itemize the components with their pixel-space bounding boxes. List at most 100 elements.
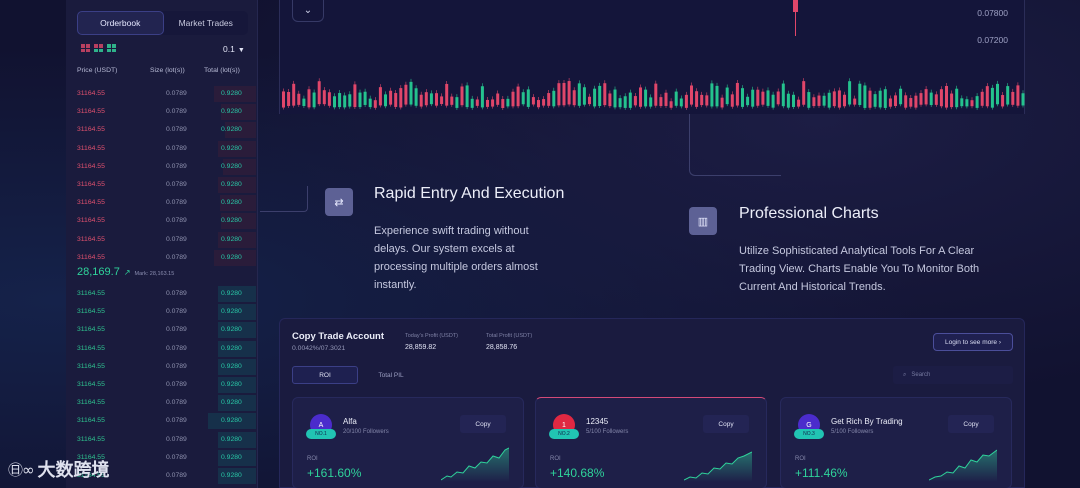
login-button[interactable]: Login to see more › xyxy=(933,333,1013,351)
sell-order-row[interactable]: 31164.55 0.0789 0.9280 xyxy=(66,103,258,121)
sell-order-row[interactable]: 31164.55 0.0789 0.9280 xyxy=(66,249,258,267)
sell-order-row[interactable]: 31164.55 0.0789 0.9280 xyxy=(66,194,258,212)
sell-order-row[interactable]: 31164.55 0.0789 0.9280 xyxy=(66,231,258,249)
order-price: 31164.55 xyxy=(77,180,105,188)
view-buy-only-icon[interactable] xyxy=(107,44,116,52)
sell-order-row[interactable]: 31164.55 0.0789 0.9280 xyxy=(66,121,258,139)
mid-price-value: 28,169.7 xyxy=(77,266,120,278)
depth-bar xyxy=(217,322,256,339)
connector-line xyxy=(260,186,308,212)
order-size: 0.0789 xyxy=(166,235,187,243)
buy-order-row[interactable]: 31164.55 0.0789 0.9280 xyxy=(66,412,258,430)
order-size: 0.0789 xyxy=(166,417,187,425)
sparkline-line xyxy=(441,447,509,481)
buy-order-row[interactable]: 31164.55 0.0789 0.9280 xyxy=(66,303,258,321)
desc-line: processing multiple orders almost xyxy=(374,261,538,273)
trader-card[interactable]: G NO.3 Get Rich By Trading 5/100 Followers C… xyxy=(780,397,1012,488)
order-size: 0.0789 xyxy=(166,90,187,97)
rank-badge: NO.2 xyxy=(549,429,579,439)
buy-order-row[interactable]: 31164.55 0.0789 0.9280 xyxy=(66,285,258,303)
desc-line: Trading View. Charts Enable You To Monit… xyxy=(739,263,980,275)
copy-trade-title: Copy Trade Account xyxy=(292,331,385,342)
total-profit-stat: Total Profit (USDT) 28,858.76 xyxy=(486,333,532,351)
feature-title-charts: Professional Charts xyxy=(739,205,879,222)
tab-orderbook[interactable]: Orderbook xyxy=(77,11,164,35)
order-size: 0.0789 xyxy=(166,362,187,370)
trader-card[interactable]: A NO.1 Alfa 20/100 Followers Copy ROI +161.60% xyxy=(292,397,524,488)
search-input[interactable]: ⌕ Search xyxy=(893,366,1013,384)
buy-order-row[interactable]: 31164.55 0.0789 0.9280 xyxy=(66,321,258,339)
order-total: 0.9280 xyxy=(221,453,242,461)
order-total: 0.9280 xyxy=(221,162,242,170)
order-price: 31164.55 xyxy=(77,344,105,352)
total-profit-label: Total Profit (USDT) xyxy=(486,333,533,339)
order-total: 0.9280 xyxy=(221,417,242,425)
trader-name: Get Rich By Trading xyxy=(831,417,903,426)
buy-order-row[interactable]: 31164.55 0.0789 0.9280 xyxy=(66,394,258,412)
buy-order-row[interactable]: 31164.55 0.0789 0.9280 xyxy=(66,376,258,394)
roi-label: ROI xyxy=(550,456,561,462)
tab-roi[interactable]: ROI xyxy=(292,366,358,384)
depth-bar xyxy=(217,140,256,157)
feature-desc-rapid: Experience swift trading without delays.… xyxy=(374,222,574,294)
buy-order-row[interactable]: 31164.55 0.0789 0.9280 xyxy=(66,340,258,358)
order-total: 0.9280 xyxy=(221,326,242,334)
trader-card[interactable]: 1 NO.2 12345 5/100 Followers Copy ROI +140.68% xyxy=(535,397,767,488)
order-price: 31164.55 xyxy=(77,290,105,297)
buy-order-row[interactable]: 31164.55 0.0789 0.9280 xyxy=(66,431,258,449)
order-size: 0.0789 xyxy=(166,471,187,479)
order-price: 31164.55 xyxy=(77,199,105,207)
price-step-select[interactable]: 0.1 ▼ xyxy=(223,44,245,54)
tab-total-pil[interactable]: Total PIL xyxy=(378,371,404,379)
roi-sparkline xyxy=(684,451,752,482)
view-both-icon[interactable] xyxy=(94,44,103,52)
order-total: 0.9280 xyxy=(221,199,242,207)
roi-value: +140.68% xyxy=(550,466,605,480)
trader-name: Alfa xyxy=(343,417,357,426)
sell-order-row[interactable]: 31164.55 0.0789 0.9280 xyxy=(66,158,258,176)
order-price: 31164.55 xyxy=(77,108,105,116)
depth-bar xyxy=(217,467,256,484)
sell-order-row[interactable]: 31164.55 0.0789 0.9280 xyxy=(66,212,258,230)
order-total: 0.9280 xyxy=(221,471,242,479)
depth-bar xyxy=(223,158,256,175)
order-size: 0.0789 xyxy=(166,290,187,297)
order-size: 0.0789 xyxy=(166,380,187,388)
depth-bar xyxy=(217,231,256,248)
roi-label: ROI xyxy=(795,456,806,462)
chevron-down-icon: ⌄ xyxy=(303,5,313,16)
order-total: 0.9280 xyxy=(221,344,242,352)
depth-bar xyxy=(217,304,256,321)
follower-count: 20/100 Followers xyxy=(343,429,389,435)
order-price: 31164.55 xyxy=(77,308,105,316)
depth-bar xyxy=(217,395,256,412)
price-chart: ⌄ 0.07800 0.07200 xyxy=(279,0,1025,114)
depth-bar xyxy=(217,449,256,466)
price-axis-label-low: 0.07200 xyxy=(977,35,1008,45)
order-price: 31164.55 xyxy=(77,126,105,134)
buy-order-row[interactable]: 31164.55 0.0789 0.9280 xyxy=(66,467,258,485)
depth-bar xyxy=(217,376,256,393)
depth-bar xyxy=(217,431,256,448)
total-profit-value: 28,858.76 xyxy=(486,344,518,351)
order-total: 0.9280 xyxy=(221,126,242,134)
copy-button[interactable]: Copy xyxy=(948,415,994,433)
follower-count: 5/100 Followers xyxy=(586,429,629,435)
sell-order-row[interactable]: 31164.55 0.0789 0.9280 xyxy=(66,176,258,194)
feature-desc-charts: Utilize Sophisticated Analytical Tools F… xyxy=(739,242,1019,296)
buy-orders: 31164.55 0.0789 0.9280 31164.55 0.0789 0.9280… xyxy=(66,285,258,485)
tab-market-trades[interactable]: Market Trades xyxy=(178,18,233,28)
depth-bar xyxy=(217,340,256,357)
header-price: Price (USDT) xyxy=(77,67,118,74)
copy-button[interactable]: Copy xyxy=(460,415,506,433)
buy-order-row[interactable]: 31164.55 0.0789 0.9280 xyxy=(66,358,258,376)
view-sell-only-icon[interactable] xyxy=(81,44,90,52)
sell-order-row[interactable]: 31164.55 0.0789 0.9280 xyxy=(66,140,258,158)
desc-line: delays. Our system excels at xyxy=(374,243,515,255)
copy-button[interactable]: Copy xyxy=(703,415,749,433)
buy-order-row[interactable]: 31164.55 0.0789 0.9280 xyxy=(66,449,258,467)
sell-order-row[interactable]: 31164.55 0.0789 0.9280 xyxy=(66,85,258,103)
sparkline-line xyxy=(929,449,997,481)
chart-collapse-button[interactable]: ⌄ xyxy=(292,0,324,22)
orderbook-tabs: Orderbook Market Trades xyxy=(77,11,248,35)
